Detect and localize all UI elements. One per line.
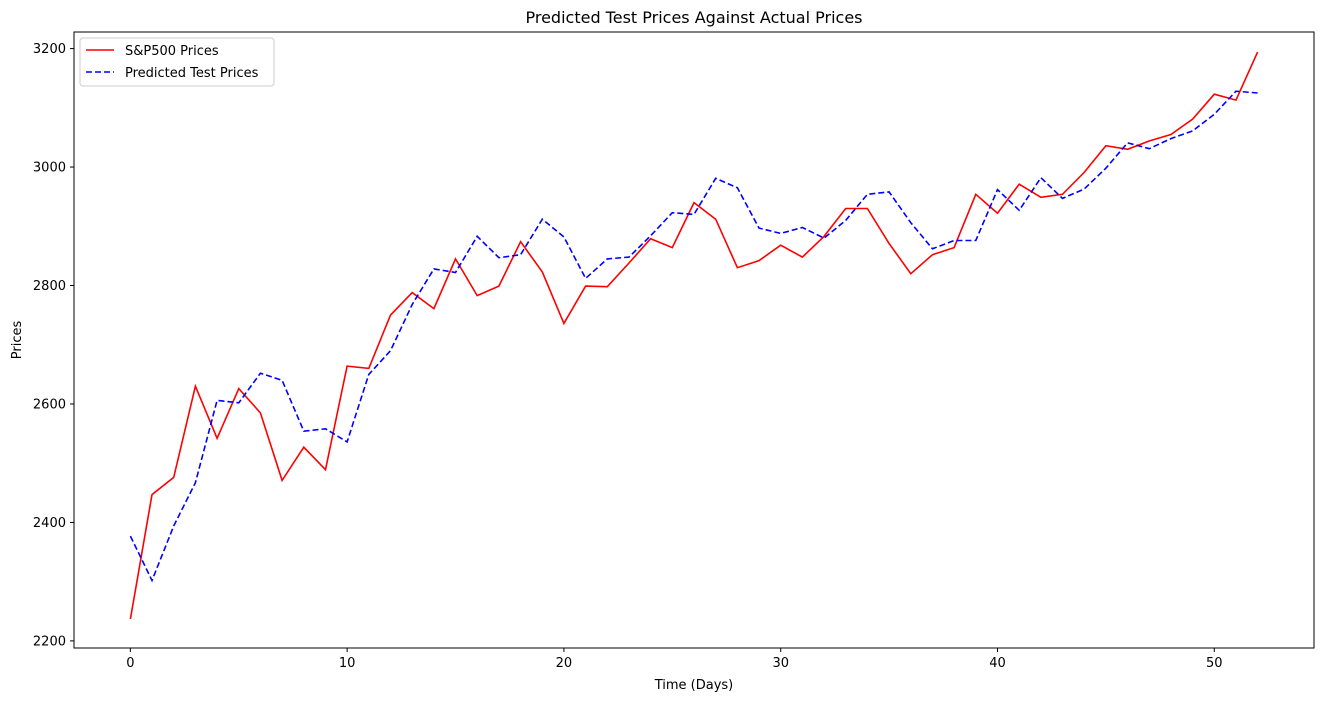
legend: S&P500 Prices Predicted Test Prices: [79, 37, 275, 87]
y-tick-label: 3200: [33, 42, 66, 57]
y-axis-label: Prices: [10, 321, 25, 360]
x-tick-label: 0: [126, 656, 134, 671]
legend-entry-sp500: S&P500 Prices: [125, 44, 219, 59]
y-axis: 2200 2400 2600 2800 3000 3200: [33, 42, 74, 649]
plot-lines: [129, 51, 1259, 620]
x-tick-label: 50: [1206, 656, 1223, 671]
x-tick-label: 20: [556, 656, 573, 671]
y-tick-label: 2400: [33, 516, 66, 531]
legend-entry-predicted: Predicted Test Prices: [125, 66, 259, 81]
y-tick-label: 2200: [33, 634, 66, 649]
x-tick-label: 10: [339, 656, 356, 671]
x-tick-label: 40: [989, 656, 1006, 671]
y-tick-label: 2600: [33, 397, 66, 412]
x-tick-label: 30: [772, 656, 789, 671]
plot-area-frame: [73, 31, 1315, 649]
x-axis-label: Time (Days): [654, 678, 734, 693]
series-line-predicted: [129, 90, 1258, 583]
y-tick-label: 2800: [33, 279, 66, 294]
x-axis: 0 10 20 30 40 50: [126, 648, 1223, 671]
legend-box: [79, 37, 275, 87]
y-tick-label: 3000: [33, 161, 66, 176]
series-line-sp500: [129, 51, 1259, 620]
chart-title: Predicted Test Prices Against Actual Pri…: [525, 8, 862, 27]
